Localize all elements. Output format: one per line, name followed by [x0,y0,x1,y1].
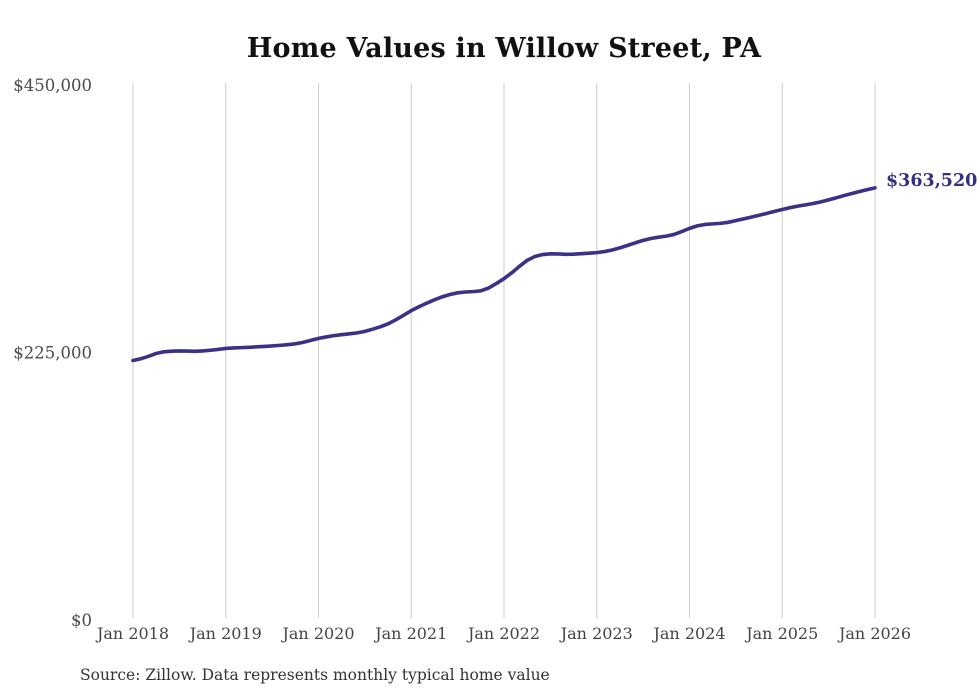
x-axis-tick-label: Jan 2020 [280,624,354,643]
chart-title: Home Values in Willow Street, PA [246,33,762,64]
source-note: Source: Zillow. Data represents monthly … [80,666,550,684]
y-axis-tick-label: $450,000 [13,76,92,95]
x-axis-tick-label: Jan 2026 [837,624,911,643]
x-axis-tick-label: Jan 2023 [559,624,633,643]
x-axis-tick-label: Jan 2025 [744,624,818,643]
latest-value-label: $363,520 [886,171,978,191]
x-axis-tick-label: Jan 2019 [188,624,262,643]
home-value-line [131,186,877,363]
x-axis-tick-label: Jan 2022 [466,624,540,643]
y-axis-tick-label: $0 [71,611,92,630]
x-axis-tick-label: Jan 2024 [651,624,725,643]
x-axis-tick-label: Jan 2018 [95,624,169,643]
x-axis-tick-label: Jan 2021 [373,624,447,643]
y-axis-tick-label: $225,000 [13,344,92,363]
line-chart-plot: Jan 2018 Jan 2019 Jan 2020 Jan 2021 Jan 2022… [13,76,911,643]
